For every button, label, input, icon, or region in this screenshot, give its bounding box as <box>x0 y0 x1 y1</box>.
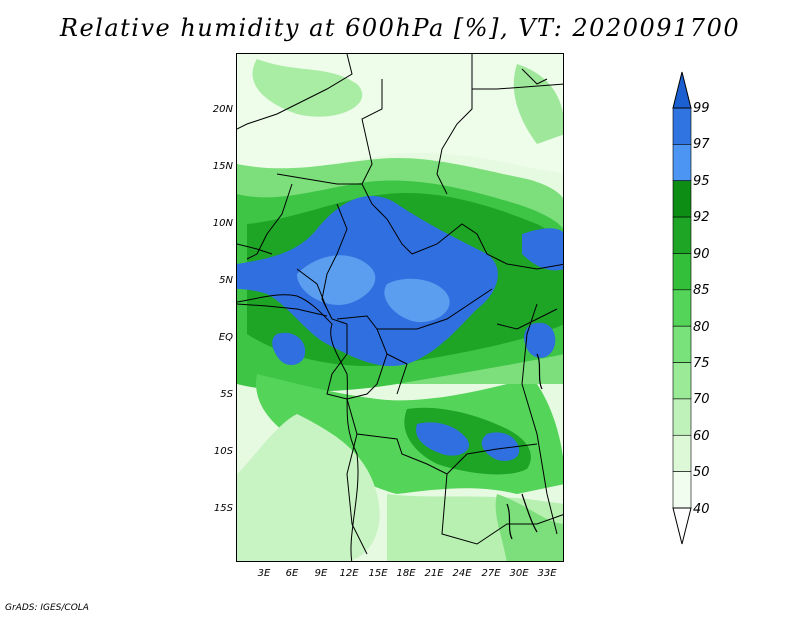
colorbar-label-70: 70 <box>693 392 710 407</box>
colorbar-label-80: 80 <box>693 320 710 335</box>
colorbar-label-97: 97 <box>693 137 710 152</box>
colorbar-segment <box>672 471 692 509</box>
colorbar-label-50: 50 <box>693 465 710 480</box>
colorbar-label-60: 60 <box>693 429 710 444</box>
lon-label-30e: 30E <box>509 568 529 579</box>
colorbar-segment <box>672 434 692 472</box>
colorbar-label-95: 95 <box>693 174 710 189</box>
colorbar-label-40: 40 <box>693 502 710 517</box>
humidity-field <box>237 54 563 561</box>
lat-label-10n: 10N <box>212 218 233 229</box>
grads-credit: GrADS: IGES/COLA <box>5 603 89 613</box>
colorbar-segment <box>672 253 692 291</box>
lon-label-18e: 18E <box>396 568 416 579</box>
colorbar-segment <box>672 398 692 436</box>
colorbar-label-92: 92 <box>693 210 710 225</box>
colorbar <box>672 71 692 545</box>
map-panel <box>236 53 564 562</box>
lon-label-6e: 6E <box>285 568 299 579</box>
colorbar-label-85: 85 <box>693 283 710 298</box>
lat-label-10s: 10S <box>213 446 233 457</box>
lon-label-12e: 12E <box>339 568 359 579</box>
lat-label-15s: 15S <box>213 503 233 514</box>
colorbar-segment <box>672 144 692 182</box>
colorbar-label-75: 75 <box>693 356 710 371</box>
colorbar-bottom-arrow <box>672 507 692 545</box>
colorbar-segment <box>672 289 692 327</box>
map-title: Relative humidity at 600hPa [%], VT: 202… <box>59 14 741 42</box>
lat-label-15n: 15N <box>212 161 233 172</box>
colorbar-segment <box>672 216 692 254</box>
lat-label-eq: EQ <box>218 332 233 343</box>
colorbar-top-arrow <box>672 71 692 109</box>
lat-label-20n: 20N <box>212 104 233 115</box>
lon-label-33e: 33E <box>537 568 557 579</box>
colorbar-label-90: 90 <box>693 247 710 262</box>
lon-label-9e: 9E <box>314 568 328 579</box>
lat-label-5n: 5N <box>219 275 233 286</box>
lon-label-3e: 3E <box>257 568 271 579</box>
lon-label-27e: 27E <box>481 568 501 579</box>
colorbar-label-99: 99 <box>693 101 710 116</box>
colorbar-segment <box>672 362 692 400</box>
colorbar-segment <box>672 325 692 363</box>
lon-label-15e: 15E <box>368 568 388 579</box>
colorbar-segment <box>672 180 692 218</box>
lat-label-5s: 5S <box>220 389 233 400</box>
colorbar-segment <box>672 107 692 145</box>
lon-label-24e: 24E <box>452 568 472 579</box>
lon-label-21e: 21E <box>424 568 444 579</box>
